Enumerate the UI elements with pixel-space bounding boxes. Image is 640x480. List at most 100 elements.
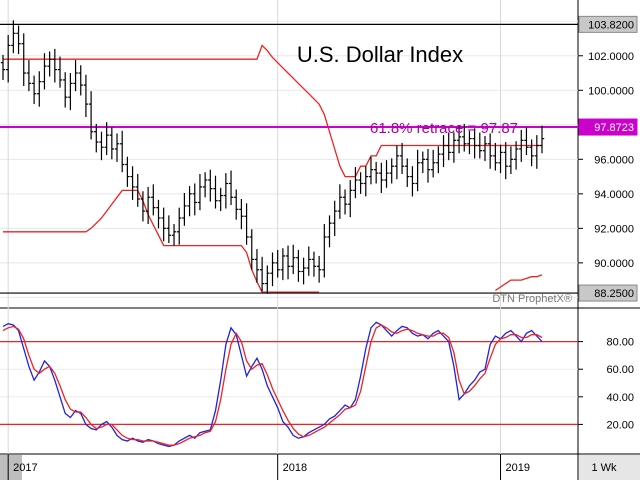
price-bar [539, 125, 545, 154]
price-tag-label-0: 103.8200 [588, 19, 634, 31]
price-bar [477, 132, 483, 159]
price-bar [353, 167, 358, 199]
price-bar [228, 170, 234, 206]
price-bar [373, 161, 379, 184]
price-bar [259, 256, 265, 292]
price-bar [529, 139, 534, 167]
price-tick-label-0: 102.0000 [588, 51, 634, 63]
price-bar [296, 249, 301, 282]
price-bar [166, 215, 172, 244]
price-bar [99, 131, 104, 161]
price-bar [493, 142, 498, 171]
price-tag-box-0 [578, 15, 638, 33]
price-bar [68, 73, 73, 111]
price-bar [389, 158, 394, 184]
oscillator-tick-label-0: 80.00 [606, 337, 634, 349]
x-ticks: 2017 2018 2019 [7, 454, 530, 480]
price-bar [62, 72, 68, 108]
price-tag-label-1: 97.8723 [594, 122, 634, 134]
oscillator-pane: 80.00 60.00 40.00 20.00 [0, 308, 640, 480]
price-bar [187, 186, 192, 217]
price-bar [275, 249, 280, 278]
price-bar [182, 192, 187, 226]
price-bar [37, 71, 42, 107]
price-bar [430, 149, 436, 178]
price-bar [104, 122, 109, 155]
price-bar [218, 187, 223, 212]
x-axis-scroll-block [0, 455, 22, 480]
price-bar [291, 244, 296, 275]
price-bar [348, 180, 353, 218]
price-bar [16, 25, 21, 55]
price-pane: 102.0000 100.0000 96.0000 94.0000 92.0000 90.… [0, 0, 640, 309]
oscillator-tick-label-3: 20.00 [606, 419, 634, 431]
price-bar [145, 186, 151, 225]
price-bar [534, 135, 540, 169]
price-bar [11, 20, 16, 54]
price-bar [52, 48, 58, 83]
price-bar [379, 162, 384, 193]
price-bar [519, 129, 524, 162]
price-bar [446, 132, 451, 161]
price-bar [306, 246, 311, 276]
price-bar [120, 130, 125, 173]
price-bar [254, 249, 260, 283]
price-bar [140, 191, 146, 222]
price-bar [130, 166, 135, 200]
price-bar [467, 130, 472, 155]
price-bar [410, 166, 415, 197]
price-bar [265, 265, 270, 294]
price-bar [482, 136, 488, 162]
price-tag-box-2 [578, 284, 638, 302]
price-bar [208, 169, 213, 202]
price-bar [327, 215, 332, 248]
price-bar [109, 127, 115, 160]
oscillator-lines [2, 321, 543, 448]
oscillator-line-1-seg-0 [2, 324, 543, 446]
channel-line-1-seg-1 [495, 274, 543, 292]
price-bar [436, 146, 441, 174]
price-bar [234, 189, 239, 220]
oscillator-y-ticks: 80.00 60.00 40.00 20.00 [578, 337, 634, 431]
price-bar [26, 60, 32, 92]
price-tag-label-2: 88.2500 [594, 288, 634, 300]
price-bar [223, 173, 229, 209]
watermark: DTN ProphetX® [492, 293, 572, 305]
price-bar [135, 173, 140, 207]
price-bar [342, 189, 348, 215]
price-bar [285, 245, 291, 280]
price-bar [161, 207, 166, 242]
price-bar [156, 199, 161, 229]
price-bar [368, 156, 374, 185]
price-bar [21, 33, 26, 86]
x-tick-label-2: 2019 [506, 462, 530, 474]
interval-label: 1 Wk [591, 462, 617, 474]
price-bar [73, 60, 78, 92]
price-channels [3, 44, 543, 293]
price-bar [456, 126, 462, 154]
price-bar [462, 123, 467, 152]
price-bar [0, 54, 6, 80]
price-bar [270, 252, 275, 287]
price-bar [239, 199, 244, 230]
price-bar [213, 175, 218, 209]
price-bar [177, 207, 182, 245]
price-tags: 103.8200 97.8723 88.2500 [578, 15, 638, 302]
channel-line-1-seg-0 [3, 189, 320, 293]
price-bar [151, 184, 156, 216]
price-bar [394, 145, 400, 180]
price-bar [508, 146, 514, 174]
price-bar [5, 35, 11, 83]
price-tick-label-3: 94.0000 [594, 189, 634, 201]
price-bar [83, 74, 89, 118]
price-bar [316, 255, 322, 283]
price-bar [358, 172, 363, 194]
price-bar [192, 183, 197, 216]
price-bar [114, 133, 120, 162]
price-bar [405, 158, 410, 187]
oscillator-tick-label-2: 40.00 [606, 392, 634, 404]
price-bar [487, 133, 493, 169]
price-bar [425, 148, 431, 183]
price-bar [47, 51, 52, 77]
